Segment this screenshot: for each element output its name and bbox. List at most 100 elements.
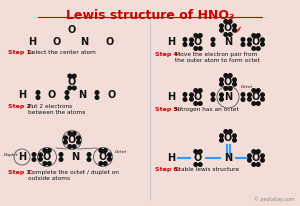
Circle shape xyxy=(229,130,232,133)
Circle shape xyxy=(36,96,40,99)
Text: O: O xyxy=(252,153,260,163)
Circle shape xyxy=(252,150,256,153)
Circle shape xyxy=(261,97,264,101)
Circle shape xyxy=(194,163,198,166)
Circle shape xyxy=(59,153,63,156)
Text: N: N xyxy=(80,37,88,47)
Circle shape xyxy=(261,154,264,158)
Circle shape xyxy=(199,89,202,92)
Circle shape xyxy=(47,149,51,152)
Circle shape xyxy=(211,43,215,46)
Text: Step 1:: Step 1: xyxy=(8,50,33,55)
Text: O: O xyxy=(43,152,51,162)
Circle shape xyxy=(39,153,42,157)
Circle shape xyxy=(220,28,223,32)
Circle shape xyxy=(199,47,202,50)
Text: H: H xyxy=(167,92,175,102)
Text: between the atoms: between the atoms xyxy=(28,110,86,115)
Text: outside atoms: outside atoms xyxy=(28,176,70,180)
Circle shape xyxy=(233,82,236,86)
Circle shape xyxy=(87,158,91,161)
Circle shape xyxy=(87,153,91,156)
Circle shape xyxy=(248,42,251,46)
Circle shape xyxy=(108,153,111,157)
Text: Stable lewis structure: Stable lewis structure xyxy=(175,167,239,172)
Circle shape xyxy=(256,150,260,153)
Circle shape xyxy=(233,24,236,28)
Circle shape xyxy=(261,93,264,97)
Circle shape xyxy=(64,136,67,139)
Text: O: O xyxy=(48,90,56,100)
Circle shape xyxy=(220,134,223,138)
Circle shape xyxy=(77,140,80,144)
Circle shape xyxy=(233,78,236,82)
Circle shape xyxy=(99,149,103,152)
Circle shape xyxy=(224,33,228,36)
Text: O: O xyxy=(53,37,61,47)
Circle shape xyxy=(194,47,198,50)
Circle shape xyxy=(256,163,260,166)
Circle shape xyxy=(73,132,76,135)
Text: H: H xyxy=(18,152,26,162)
Circle shape xyxy=(73,74,76,78)
Circle shape xyxy=(65,96,69,99)
Circle shape xyxy=(241,43,245,46)
Circle shape xyxy=(194,34,198,37)
Circle shape xyxy=(199,102,202,105)
Circle shape xyxy=(220,93,223,97)
Circle shape xyxy=(252,34,256,37)
Circle shape xyxy=(43,149,46,152)
Circle shape xyxy=(103,162,107,165)
Circle shape xyxy=(73,86,76,90)
Circle shape xyxy=(68,86,72,90)
Circle shape xyxy=(103,149,107,152)
Circle shape xyxy=(73,145,76,148)
Text: O: O xyxy=(194,37,202,47)
Circle shape xyxy=(190,38,193,42)
Circle shape xyxy=(233,28,236,32)
Circle shape xyxy=(65,91,69,94)
Text: © pediabay.com: © pediabay.com xyxy=(254,196,295,202)
Text: Select the center atom: Select the center atom xyxy=(28,50,96,55)
Text: O: O xyxy=(224,77,232,87)
Circle shape xyxy=(211,93,215,96)
Text: H: H xyxy=(167,37,175,47)
Text: O: O xyxy=(68,25,76,35)
Circle shape xyxy=(220,78,223,82)
Circle shape xyxy=(190,97,193,101)
Text: Step 3:: Step 3: xyxy=(8,170,33,175)
Circle shape xyxy=(199,34,202,37)
Circle shape xyxy=(194,89,198,92)
Circle shape xyxy=(220,82,223,86)
Circle shape xyxy=(252,163,256,166)
Circle shape xyxy=(241,38,245,41)
Text: Step 2:: Step 2: xyxy=(8,104,33,109)
Circle shape xyxy=(220,24,223,28)
Circle shape xyxy=(190,93,193,97)
Circle shape xyxy=(190,42,193,46)
Text: O: O xyxy=(108,90,116,100)
Circle shape xyxy=(248,154,251,158)
Circle shape xyxy=(233,134,236,138)
Circle shape xyxy=(248,158,251,162)
Circle shape xyxy=(68,74,72,78)
Text: O: O xyxy=(224,133,232,143)
Text: H: H xyxy=(28,37,36,47)
Circle shape xyxy=(224,20,228,23)
Circle shape xyxy=(36,91,40,94)
Circle shape xyxy=(252,47,256,50)
Circle shape xyxy=(224,74,228,77)
Circle shape xyxy=(32,158,36,161)
Text: N: N xyxy=(224,37,232,47)
Text: Put 2 electrons: Put 2 electrons xyxy=(28,104,72,109)
Text: Step 4:: Step 4: xyxy=(155,52,180,57)
Text: Step 6:: Step 6: xyxy=(155,167,180,172)
Text: O: O xyxy=(224,23,232,33)
Circle shape xyxy=(77,136,80,139)
Text: O: O xyxy=(194,153,202,163)
Text: O: O xyxy=(252,37,260,47)
Circle shape xyxy=(68,132,72,135)
Text: O: O xyxy=(252,92,260,102)
Circle shape xyxy=(32,153,36,156)
Text: Step 5:: Step 5: xyxy=(155,107,180,112)
